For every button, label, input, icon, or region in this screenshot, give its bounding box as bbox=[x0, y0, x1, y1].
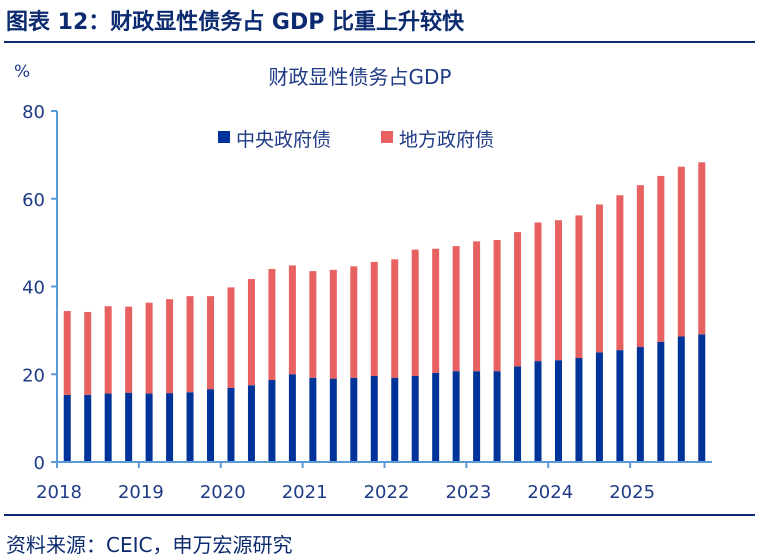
bar-local-2021Q3 bbox=[350, 266, 358, 378]
y-tick-label: 60 bbox=[22, 190, 45, 211]
bar-local-2019Q1 bbox=[145, 302, 153, 394]
bar-central-2020Q3 bbox=[268, 379, 276, 462]
bar-local-2020Q3 bbox=[268, 268, 276, 380]
bar-local-2024Q1 bbox=[554, 220, 562, 361]
y-tick-label: 40 bbox=[22, 278, 45, 299]
bar-central-2022Q2 bbox=[411, 376, 419, 462]
bar-central-2023Q4 bbox=[534, 361, 542, 462]
bar-local-2022Q1 bbox=[391, 259, 399, 378]
bar-local-2023Q1 bbox=[473, 241, 481, 372]
bar-central-2022Q1 bbox=[391, 377, 399, 462]
bar-central-2019Q2 bbox=[166, 393, 174, 462]
legend-label-central: 中央政府债 bbox=[236, 129, 331, 151]
bar-local-2024Q2 bbox=[575, 215, 583, 359]
chart-title: 财政显性债务占GDP bbox=[269, 65, 452, 89]
bar-central-2021Q4 bbox=[370, 376, 378, 462]
bar-local-2020Q1 bbox=[227, 287, 235, 388]
bar-central-2025Q1 bbox=[636, 347, 644, 462]
bar-central-2025Q3 bbox=[677, 336, 685, 462]
x-tick-label: 2022 bbox=[364, 482, 410, 503]
x-tick-label: 2018 bbox=[36, 482, 82, 503]
bar-local-2019Q2 bbox=[166, 299, 174, 394]
source-note: 资料来源：CEIC，申万宏源研究 bbox=[6, 533, 293, 557]
bar-local-2021Q1 bbox=[309, 271, 317, 378]
bar-local-2018Q1 bbox=[63, 311, 71, 395]
bar-local-2023Q2 bbox=[493, 239, 501, 372]
y-axis-unit: % bbox=[14, 62, 30, 82]
bar-central-2018Q4 bbox=[125, 392, 133, 462]
bar-central-2025Q2 bbox=[657, 341, 665, 462]
bar-local-2025Q1 bbox=[636, 185, 644, 348]
x-tick-label: 2024 bbox=[527, 482, 573, 503]
bar-local-2022Q3 bbox=[432, 248, 440, 373]
footer-rule bbox=[4, 514, 755, 516]
legend-swatch-local bbox=[381, 131, 393, 143]
bar-local-2019Q4 bbox=[207, 296, 215, 390]
bar-central-2018Q1 bbox=[63, 394, 71, 462]
bar-local-2023Q4 bbox=[534, 222, 542, 362]
bar-local-2021Q4 bbox=[370, 261, 378, 377]
bar-local-2020Q4 bbox=[288, 265, 296, 375]
x-tick-label: 2023 bbox=[445, 482, 491, 503]
x-tick-label: 2021 bbox=[282, 482, 328, 503]
bar-central-2022Q4 bbox=[452, 371, 460, 462]
bar-local-2018Q4 bbox=[125, 306, 133, 393]
bar-central-2020Q1 bbox=[227, 387, 235, 462]
bar-local-2024Q3 bbox=[595, 204, 603, 353]
bar-central-2022Q3 bbox=[432, 372, 440, 462]
bar-central-2019Q4 bbox=[207, 389, 215, 462]
bar-central-2023Q2 bbox=[493, 371, 501, 462]
bar-central-2023Q1 bbox=[473, 371, 481, 462]
bar-central-2023Q3 bbox=[514, 366, 522, 462]
bar-local-2021Q2 bbox=[329, 269, 337, 379]
bar-local-2023Q3 bbox=[514, 232, 522, 367]
legend: 中央政府债 地方政府债 bbox=[218, 129, 494, 151]
bar-central-2024Q1 bbox=[554, 360, 562, 462]
bar-local-2025Q2 bbox=[657, 175, 665, 342]
x-tick-label: 2020 bbox=[200, 482, 246, 503]
y-tick-label: 0 bbox=[34, 453, 45, 474]
bar-local-2020Q2 bbox=[247, 279, 255, 386]
bar-central-2018Q2 bbox=[84, 394, 92, 462]
bar-central-2021Q2 bbox=[329, 378, 337, 462]
bar-local-2024Q4 bbox=[616, 195, 624, 351]
bar-central-2024Q2 bbox=[575, 358, 583, 462]
bar-central-2019Q3 bbox=[186, 392, 194, 462]
bar-local-2022Q2 bbox=[411, 249, 419, 377]
bar-central-2018Q3 bbox=[104, 393, 112, 462]
bar-central-2020Q4 bbox=[288, 374, 296, 462]
x-tick-label: 2019 bbox=[118, 482, 164, 503]
legend-swatch-central bbox=[218, 131, 230, 143]
figure-title: 图表 12：财政显性债务占 GDP 比重上升较快 bbox=[6, 10, 465, 35]
legend-label-local: 地方政府债 bbox=[399, 129, 494, 151]
bar-central-2024Q3 bbox=[595, 352, 603, 462]
bar-central-2020Q2 bbox=[247, 385, 255, 462]
bar-local-2022Q4 bbox=[452, 246, 460, 372]
bar-local-2025Q4 bbox=[698, 162, 706, 335]
y-tick-label: 80 bbox=[22, 102, 45, 123]
bar-central-2021Q3 bbox=[350, 377, 358, 462]
bar-central-2025Q4 bbox=[698, 334, 706, 462]
bar-central-2021Q1 bbox=[309, 377, 317, 462]
bar-local-2019Q3 bbox=[186, 296, 194, 393]
header-rule bbox=[4, 41, 755, 43]
bar-local-2018Q3 bbox=[104, 306, 112, 394]
bar-central-2019Q1 bbox=[145, 393, 153, 462]
x-tick-label: 2025 bbox=[609, 482, 655, 503]
bar-local-2018Q2 bbox=[84, 311, 92, 395]
y-tick-label: 20 bbox=[22, 365, 45, 386]
bar-central-2024Q4 bbox=[616, 350, 624, 462]
bar-local-2025Q3 bbox=[677, 166, 685, 337]
